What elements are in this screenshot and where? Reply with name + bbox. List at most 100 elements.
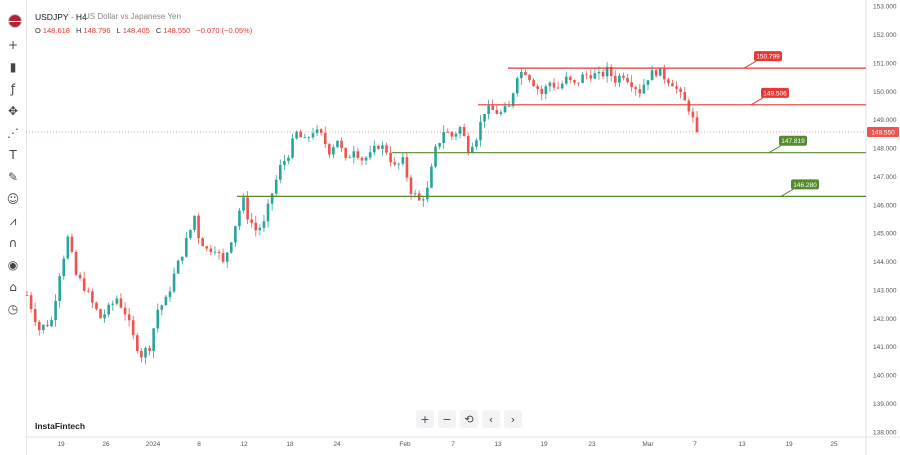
candle-body (148, 348, 151, 352)
zoom-out-button[interactable]: − (438, 410, 456, 428)
candle-body (577, 82, 580, 84)
candle-body (364, 157, 368, 161)
ohlc-value: 148.550 (163, 26, 191, 35)
candle-body (33, 309, 37, 323)
candle-body (368, 152, 372, 158)
candles-icon[interactable]: ▮ (9, 60, 17, 74)
candle-body (564, 76, 568, 84)
candle-body (156, 309, 160, 329)
level-callout-leader (750, 97, 764, 106)
x-tick-label: 19 (57, 441, 65, 448)
candle-body (360, 157, 364, 161)
pattern-icon[interactable]: ⋰ (7, 126, 19, 140)
y-tick-label: 142.000 (873, 316, 897, 323)
level-label-box (761, 87, 789, 98)
candle-body (581, 74, 584, 84)
y-tick-label: 143.000 (873, 287, 897, 294)
candle-body (201, 238, 204, 247)
candle-body (140, 350, 143, 358)
scroll-right-button[interactable]: › (504, 410, 522, 428)
candle-body (658, 68, 662, 76)
brand-watermark: InstaFintech (35, 421, 86, 431)
candle-body (164, 296, 168, 306)
candle-body (593, 73, 597, 79)
candle-body (95, 302, 98, 310)
candle-body (319, 129, 323, 133)
candle-body (86, 290, 90, 292)
candle-body (62, 258, 66, 277)
candle-body (675, 86, 678, 89)
candle-body (540, 88, 544, 95)
candle-body (25, 295, 29, 296)
y-tick-label: 140.000 (873, 373, 897, 380)
candle-body (483, 113, 486, 122)
candle-body (234, 226, 237, 243)
candle-body (315, 129, 319, 134)
candle-body (221, 253, 225, 262)
candle-body (667, 79, 670, 84)
level-label-box (754, 51, 782, 62)
candle-body (209, 248, 213, 253)
candle-body (458, 127, 462, 134)
text-icon[interactable]: T (9, 148, 17, 162)
ohlc-key: L (116, 26, 121, 35)
candle-body (262, 221, 266, 228)
candle-body (82, 278, 86, 291)
candle-body (622, 75, 625, 78)
candle-body (91, 291, 94, 303)
eye-lock-icon[interactable]: ◉ (7, 258, 19, 272)
level-label-box (791, 179, 819, 190)
x-tick-label: 23 (588, 441, 596, 448)
candle-body (74, 251, 78, 275)
candle-body (266, 203, 270, 222)
candle-body (66, 236, 70, 259)
magnet-icon[interactable]: ∩ (8, 236, 18, 250)
candle-body (250, 219, 253, 223)
level-label: 146.280 (793, 182, 817, 189)
candle-body (144, 348, 147, 358)
candle-body (532, 80, 535, 87)
ohlc-value: 148.618 (42, 26, 70, 35)
candle-body (634, 87, 638, 90)
candle-body (152, 328, 155, 352)
candle-body (520, 72, 523, 79)
clock-icon[interactable]: ◷ (7, 302, 19, 316)
candle-body (168, 291, 172, 297)
fx-icon[interactable]: ƒ (10, 82, 16, 96)
reset-button[interactable]: ⟲ (460, 410, 478, 428)
candle-body (573, 80, 576, 83)
y-tick-label: 146.000 (873, 202, 897, 209)
candle-body (344, 147, 347, 158)
x-tick-label: 2024 (146, 441, 161, 448)
candle-body (544, 86, 548, 95)
candle-body (597, 71, 601, 74)
candle-body (123, 307, 127, 315)
level-callout-leader (768, 145, 782, 154)
move-icon[interactable]: ✥ (7, 104, 19, 118)
y-tick-label: 151.000 (873, 60, 897, 67)
y-tick-label: 138.000 (873, 429, 897, 436)
candle-body (450, 132, 454, 137)
zoom-in-button[interactable]: + (416, 410, 434, 428)
candle-body (46, 324, 49, 327)
level-callout-leader (780, 188, 794, 197)
candle-body (426, 187, 429, 200)
x-tick-label: 19 (540, 441, 548, 448)
crosshair-icon[interactable]: + (7, 38, 19, 52)
level-label-box (779, 135, 807, 146)
y-tick-label: 150.000 (873, 89, 897, 96)
candle-body (454, 133, 458, 137)
candle-body (393, 162, 396, 165)
candle-body (515, 78, 519, 94)
trash-lock-icon[interactable]: ⌂ (9, 280, 17, 294)
symbol-title[interactable]: USDJPY · H4 (35, 12, 87, 22)
candle-body (352, 151, 356, 158)
candle-body (381, 145, 384, 149)
scroll-left-button[interactable]: ‹ (482, 410, 500, 428)
x-tick-label: 24 (333, 441, 341, 448)
candle-body (254, 222, 258, 231)
emoji-icon[interactable]: ☺ (6, 192, 20, 206)
brush-icon[interactable]: ✎ (7, 170, 19, 184)
measure-icon[interactable]: ⩘ (9, 213, 17, 228)
